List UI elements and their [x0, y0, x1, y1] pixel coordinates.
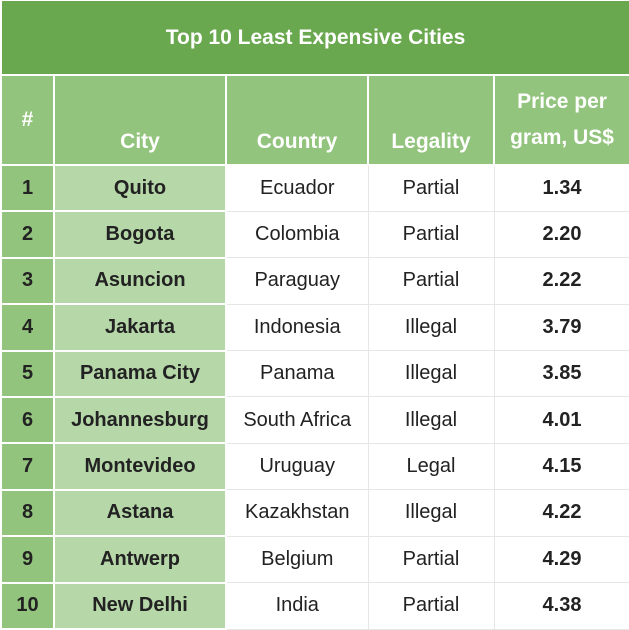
table-row: 5 Panama City Panama Illegal 3.85	[0, 349, 629, 398]
table-row: 7 Montevideo Uruguay Legal 4.15	[0, 442, 629, 491]
rank-cell: 6	[0, 395, 55, 445]
city-cell: New Delhi	[53, 581, 227, 630]
city-cell: Asuncion	[53, 256, 227, 306]
header-price: Price per gram, US$	[492, 74, 629, 166]
city-cell: Johannesburg	[53, 395, 227, 445]
price-cell: 4.01	[493, 396, 629, 444]
table-row: 8 Astana Kazakhstan Illegal 4.22	[0, 488, 629, 538]
table-title: Top 10 Least Expensive Cities	[0, 0, 629, 76]
header-price-line-2: gram, US$	[510, 126, 614, 149]
legality-cell: Partial	[367, 210, 495, 259]
rank-cell: 3	[0, 256, 55, 306]
country-cell: Ecuador	[225, 164, 369, 212]
legality-cell: Partial	[367, 164, 495, 212]
country-cell: Uruguay	[225, 442, 369, 491]
rank-cell: 9	[0, 535, 55, 584]
price-cell: 4.29	[493, 535, 629, 584]
country-cell: Paraguay	[225, 257, 369, 305]
legality-cell: Partial	[367, 257, 495, 305]
rank-cell: 5	[0, 349, 55, 398]
price-cell: 3.79	[493, 303, 629, 352]
price-cell: 1.34	[493, 164, 629, 212]
table-row: 1 Quito Ecuador Partial 1.34	[0, 163, 629, 213]
city-cell: Panama City	[53, 349, 227, 398]
legality-cell: Illegal	[367, 303, 495, 352]
price-cell: 4.15	[493, 442, 629, 491]
city-cell: Quito	[53, 163, 227, 213]
legality-cell: Partial	[367, 535, 495, 584]
legality-cell: Illegal	[367, 350, 495, 398]
country-cell: South Africa	[225, 396, 369, 444]
table-row: 2 Bogota Colombia Partial 2.20	[0, 210, 629, 259]
country-cell: Kazakhstan	[225, 489, 369, 537]
city-cell: Montevideo	[53, 442, 227, 491]
header-legality: Legality	[367, 74, 495, 166]
legality-cell: Partial	[367, 582, 495, 630]
header-city: City	[53, 74, 227, 166]
country-cell: Indonesia	[225, 303, 369, 352]
table-row: 9 Antwerp Belgium Partial 4.29	[0, 535, 629, 584]
legality-cell: Legal	[367, 442, 495, 491]
city-cell: Astana	[53, 488, 227, 538]
country-cell: Belgium	[225, 535, 369, 584]
rank-cell: 1	[0, 163, 55, 213]
rank-cell: 10	[0, 581, 55, 630]
city-cell: Bogota	[53, 210, 227, 259]
country-cell: India	[225, 582, 369, 630]
country-cell: Colombia	[225, 210, 369, 259]
legality-cell: Illegal	[367, 396, 495, 444]
price-cell: 4.38	[493, 582, 629, 630]
table-row: 10 New Delhi India Partial 4.38	[0, 581, 629, 630]
price-cell: 3.85	[493, 350, 629, 398]
city-cell: Antwerp	[53, 535, 227, 584]
rank-cell: 7	[0, 442, 55, 491]
header-price-line-1: Price per	[517, 90, 607, 113]
price-cell: 2.22	[493, 257, 629, 305]
rank-cell: 2	[0, 210, 55, 259]
country-cell: Panama	[225, 350, 369, 398]
header-rank: #	[0, 74, 55, 166]
table-row: 6 Johannesburg South Africa Illegal 4.01	[0, 395, 629, 445]
price-cell: 2.20	[493, 210, 629, 259]
table-row: 4 Jakarta Indonesia Illegal 3.79	[0, 303, 629, 352]
header-country: Country	[225, 74, 369, 166]
table-row: 3 Asuncion Paraguay Partial 2.22	[0, 256, 629, 306]
price-cell: 4.22	[493, 489, 629, 537]
rank-cell: 4	[0, 303, 55, 352]
city-cell: Jakarta	[53, 303, 227, 352]
rank-cell: 8	[0, 488, 55, 538]
legality-cell: Illegal	[367, 489, 495, 537]
table-body: 1 Quito Ecuador Partial 1.34 2 Bogota Colombia P…	[0, 163, 629, 630]
